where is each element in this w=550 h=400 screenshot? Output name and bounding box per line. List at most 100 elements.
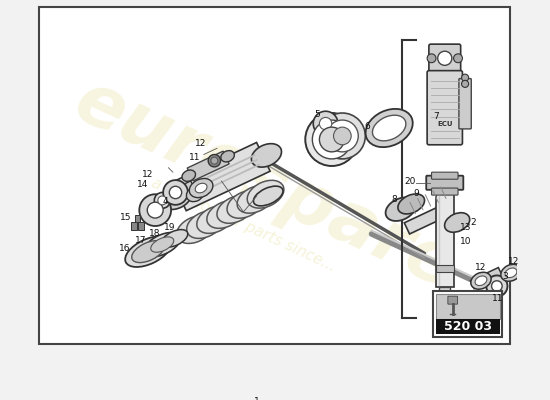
Ellipse shape (320, 127, 344, 152)
Ellipse shape (320, 118, 332, 130)
Circle shape (434, 309, 455, 330)
Ellipse shape (147, 202, 163, 218)
Text: 16: 16 (119, 244, 131, 254)
Text: ECU: ECU (437, 121, 453, 127)
FancyBboxPatch shape (436, 319, 499, 334)
FancyBboxPatch shape (459, 78, 471, 129)
Ellipse shape (486, 276, 508, 297)
Ellipse shape (189, 178, 213, 198)
Ellipse shape (501, 264, 521, 281)
Ellipse shape (163, 180, 188, 205)
Text: 1: 1 (254, 397, 260, 400)
Ellipse shape (207, 200, 244, 228)
Text: a passion for parts since...: a passion for parts since... (149, 176, 338, 274)
Ellipse shape (221, 151, 234, 162)
Text: 8: 8 (392, 195, 397, 204)
Text: 12: 12 (141, 170, 153, 179)
Ellipse shape (182, 170, 195, 181)
Ellipse shape (162, 230, 188, 247)
Ellipse shape (247, 180, 284, 208)
Polygon shape (173, 142, 270, 211)
Ellipse shape (444, 213, 470, 232)
Ellipse shape (398, 194, 425, 214)
Ellipse shape (151, 237, 174, 252)
Ellipse shape (492, 281, 502, 291)
Text: 18: 18 (150, 230, 161, 238)
Text: 13: 13 (460, 223, 472, 232)
FancyBboxPatch shape (448, 296, 458, 304)
Ellipse shape (155, 192, 170, 208)
Polygon shape (131, 222, 136, 230)
FancyBboxPatch shape (39, 7, 510, 344)
Ellipse shape (386, 198, 416, 221)
Polygon shape (181, 181, 195, 194)
FancyBboxPatch shape (429, 44, 461, 72)
Text: 12: 12 (508, 257, 519, 266)
Circle shape (211, 157, 218, 164)
Text: 11: 11 (189, 153, 201, 162)
Polygon shape (187, 151, 229, 181)
Ellipse shape (475, 276, 487, 286)
FancyBboxPatch shape (432, 172, 458, 179)
FancyBboxPatch shape (436, 265, 454, 272)
Polygon shape (470, 268, 502, 289)
Text: 15: 15 (120, 213, 132, 222)
Ellipse shape (217, 196, 254, 223)
Polygon shape (188, 164, 260, 199)
Polygon shape (185, 159, 258, 194)
Text: 12: 12 (475, 263, 487, 272)
Text: 3: 3 (502, 272, 508, 281)
Circle shape (461, 74, 469, 81)
Polygon shape (135, 216, 140, 222)
Circle shape (208, 154, 221, 167)
Text: 17: 17 (135, 236, 147, 245)
Ellipse shape (333, 127, 351, 145)
Ellipse shape (320, 113, 365, 159)
Ellipse shape (471, 272, 491, 289)
Text: 14: 14 (137, 180, 148, 189)
Polygon shape (404, 202, 454, 234)
Text: 4: 4 (163, 197, 169, 206)
Ellipse shape (195, 183, 207, 193)
Ellipse shape (314, 111, 338, 136)
Text: 6: 6 (364, 122, 370, 131)
Circle shape (427, 54, 436, 63)
FancyBboxPatch shape (436, 194, 454, 287)
Ellipse shape (161, 186, 191, 210)
Text: 10: 10 (460, 238, 472, 246)
Text: 7: 7 (433, 112, 439, 121)
Ellipse shape (312, 120, 351, 159)
Ellipse shape (139, 194, 171, 226)
Ellipse shape (144, 232, 180, 257)
Ellipse shape (254, 186, 283, 206)
Ellipse shape (237, 185, 274, 213)
Ellipse shape (125, 236, 171, 267)
Ellipse shape (227, 190, 263, 218)
Ellipse shape (372, 115, 406, 141)
FancyBboxPatch shape (426, 176, 463, 190)
Ellipse shape (197, 206, 233, 233)
Ellipse shape (158, 196, 167, 205)
Ellipse shape (186, 210, 223, 238)
Text: 2: 2 (470, 218, 476, 227)
Circle shape (461, 80, 469, 88)
Ellipse shape (366, 109, 412, 147)
Circle shape (454, 54, 463, 63)
Ellipse shape (177, 216, 213, 244)
Circle shape (439, 314, 450, 325)
FancyBboxPatch shape (432, 188, 458, 195)
Text: 12: 12 (195, 140, 207, 148)
Text: 9: 9 (414, 189, 420, 198)
Ellipse shape (327, 120, 358, 152)
FancyBboxPatch shape (433, 291, 502, 337)
FancyBboxPatch shape (436, 294, 499, 319)
Text: 520 03: 520 03 (444, 320, 492, 333)
Circle shape (438, 51, 452, 65)
Text: eurospare: eurospare (63, 67, 468, 304)
Ellipse shape (186, 187, 204, 202)
FancyBboxPatch shape (427, 71, 463, 145)
Ellipse shape (131, 241, 164, 262)
Text: 11: 11 (492, 294, 503, 303)
Text: 19: 19 (163, 223, 175, 232)
Text: 5: 5 (314, 110, 320, 119)
